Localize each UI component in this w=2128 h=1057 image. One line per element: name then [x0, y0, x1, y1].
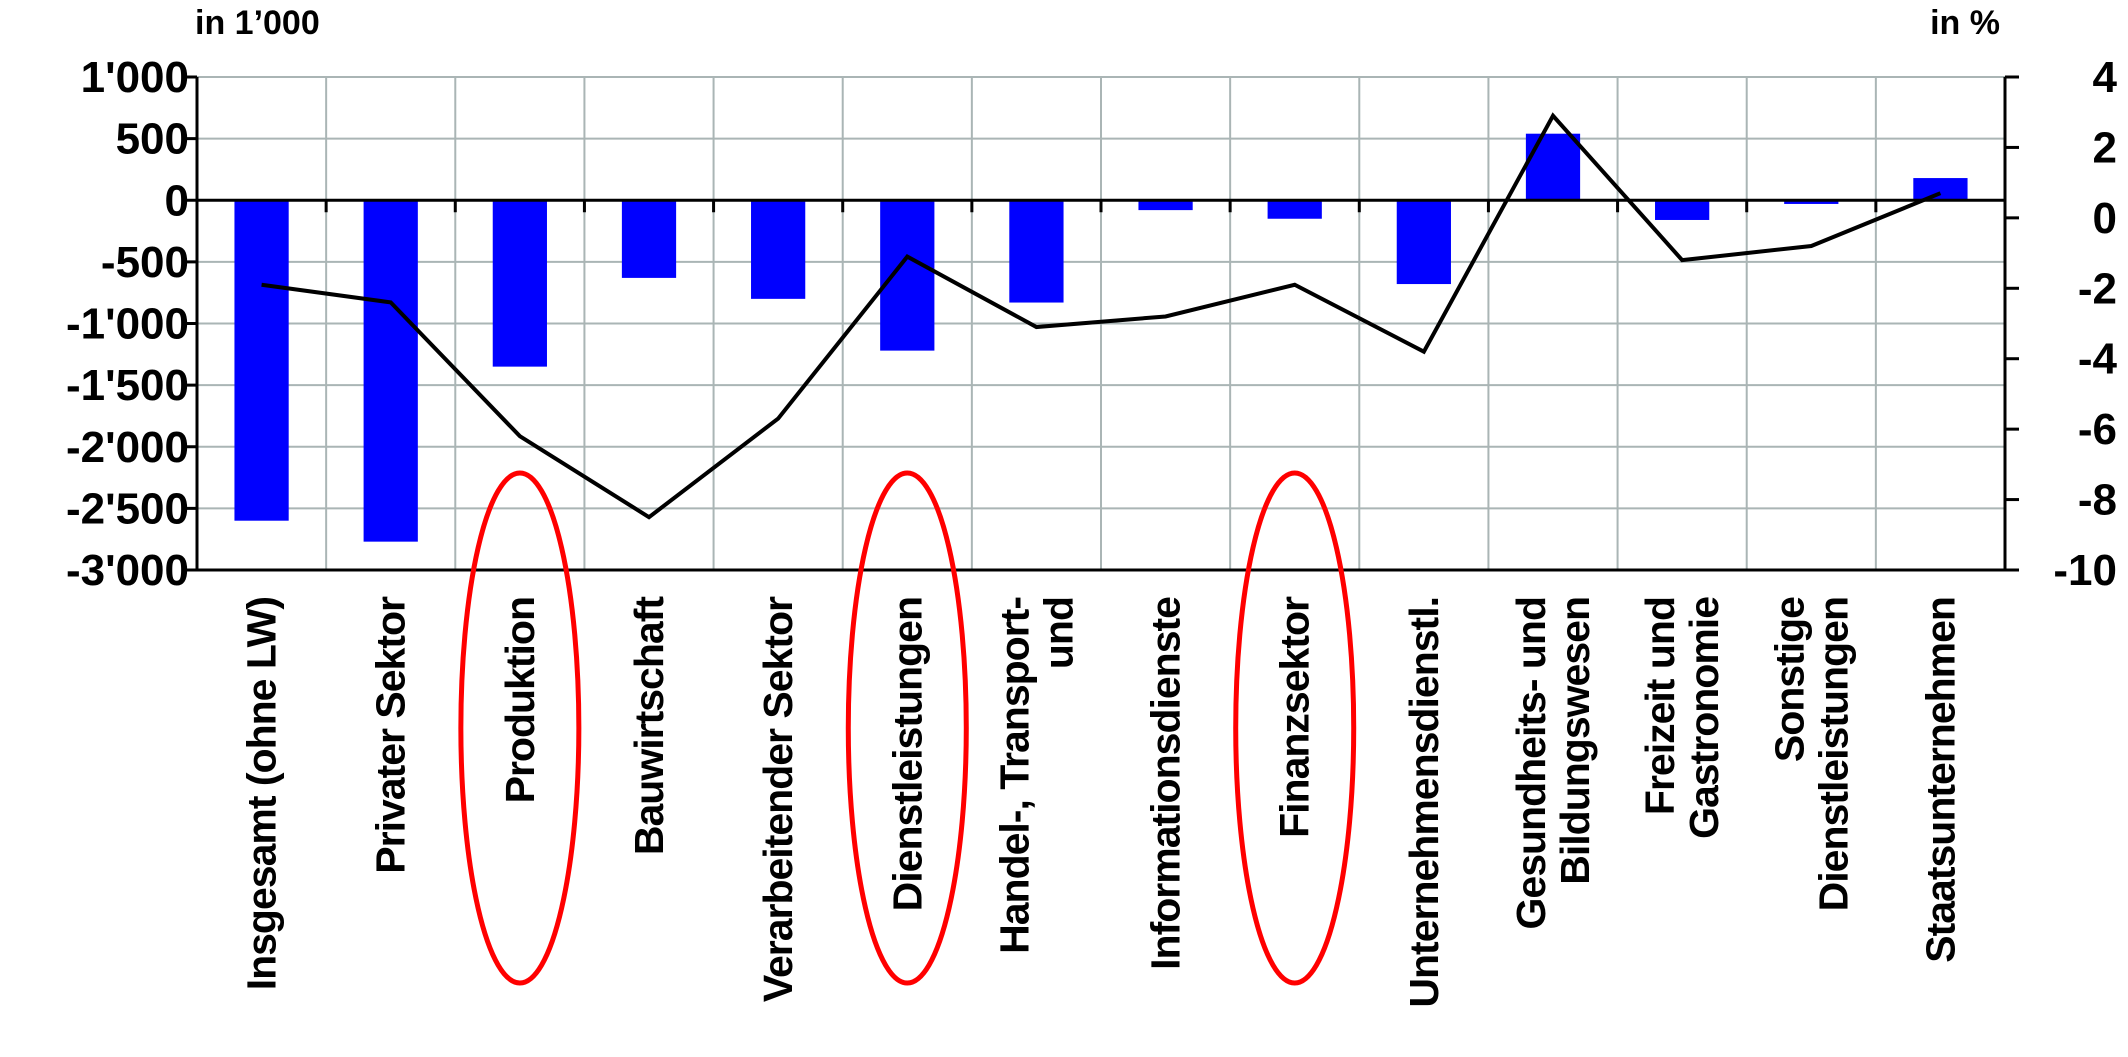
highlight-ellipse [1233, 470, 1357, 986]
line-series [261, 112, 1942, 520]
right-axis-unit: in % [1930, 4, 2000, 42]
left-tick-label: -2'000 [66, 423, 189, 472]
right-tick-label: -4 [2078, 335, 2118, 384]
left-tick-label: -1'000 [66, 300, 189, 349]
category-label: Finanzsektor [1272, 596, 1318, 838]
category-label: Gesundheits- und [1508, 597, 1554, 930]
left-tick-label: -3'000 [66, 546, 189, 595]
left-tick-label: 1'000 [81, 53, 189, 102]
right-tick-label: -2 [2078, 264, 2117, 313]
left-tick-label: -1'500 [66, 361, 189, 410]
category-label: Staatsunternehmen [1917, 597, 1963, 963]
right-tick-label: 0 [2093, 194, 2117, 243]
category-labels: Insgesamt (ohne LW) Privater Sektor Produk… [239, 596, 1964, 1008]
bar [1267, 200, 1322, 219]
category-label: Bauwirtschaft [626, 596, 672, 855]
axes [195, 77, 2007, 572]
bar [363, 200, 418, 542]
right-tick-label: 2 [2093, 123, 2117, 172]
highlight-ellipse [845, 470, 969, 986]
category-label: Informationsdienste [1143, 597, 1189, 970]
bar [1655, 200, 1710, 220]
right-tick-label: -6 [2078, 405, 2117, 454]
right-tick-label: 4 [2093, 53, 2118, 102]
left-axis-ticks: 1'000 500 0 -500 -1'000 -1'500 -2'000 -2'500 -3'… [66, 53, 197, 595]
category-label: Bildungswesen [1552, 597, 1598, 885]
category-label: Sonstige [1766, 597, 1812, 762]
left-axis-unit: in 1’000 [195, 4, 320, 42]
bar [751, 200, 806, 299]
category-label: Produktion [497, 597, 543, 803]
left-tick-label: -2'500 [66, 484, 189, 533]
bar [1913, 178, 1968, 201]
left-tick-label: 500 [116, 115, 189, 164]
right-tick-label: -8 [2078, 476, 2117, 525]
right-tick-label: -10 [2053, 546, 2117, 595]
category-label: Insgesamt (ohne LW) [239, 597, 285, 990]
bar [1525, 133, 1581, 201]
bar [1138, 200, 1193, 211]
category-label: Unternehmensdienstl. [1401, 597, 1447, 1008]
bar [621, 200, 677, 278]
category-label: Gastronomie [1681, 597, 1727, 839]
highlight-ellipses [458, 470, 1357, 986]
category-label: Dienstleistungen [884, 597, 930, 911]
bar [492, 200, 547, 367]
bar [1784, 200, 1839, 204]
bar-series [234, 133, 1968, 542]
left-tick-label: 0 [165, 176, 189, 225]
bar [880, 200, 935, 351]
category-label: Handel-, Transport- [991, 597, 1037, 954]
bar [1009, 200, 1064, 303]
left-tick-label: -500 [101, 238, 189, 287]
highlight-ellipse [458, 470, 582, 986]
category-label: Freizeit und [1637, 597, 1683, 815]
right-axis-ticks: 4 2 0 -2 -4 -6 -8 -10 [2005, 53, 2118, 595]
category-label: Privater Sektor [368, 596, 414, 874]
bar [234, 200, 289, 521]
bar [1396, 200, 1451, 285]
category-label: Verarbeitender Sektor [755, 596, 801, 1002]
category-label: Dienstleistungen [1810, 597, 1856, 911]
percent-change-line [261, 112, 1942, 520]
category-label: und [1035, 597, 1081, 669]
